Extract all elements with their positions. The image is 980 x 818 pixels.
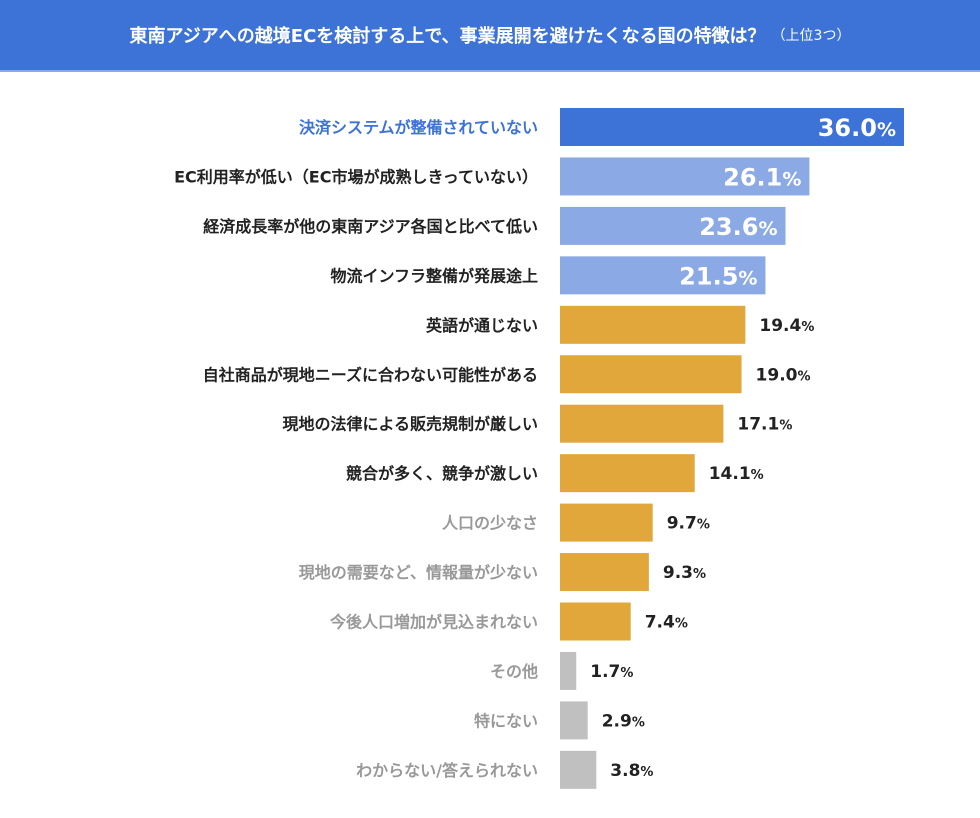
category-label: 特にない	[474, 711, 538, 730]
value-label: 2.9%	[602, 711, 645, 731]
value-label: 1.7%	[590, 662, 633, 682]
value-label: 9.7%	[667, 514, 710, 534]
value-label: 7.4%	[645, 613, 688, 633]
category-label: 今後人口増加が見込まれない	[329, 613, 538, 632]
bar	[560, 503, 653, 542]
category-label: 英語が通じない	[425, 316, 538, 335]
category-label: 経済成長率が他の東南アジア各国と比べて低い	[203, 217, 538, 236]
value-label: 26.1%	[723, 163, 801, 191]
value-label: 17.1%	[737, 415, 792, 435]
category-label: わからない/答えられない	[356, 761, 538, 780]
value-label: 21.5%	[679, 262, 757, 290]
title-text: 東南アジアへの越境ECを検討する上で、事業展開を避けたくなる国の特徴は？	[129, 26, 766, 47]
value-label: 36.0%	[818, 114, 896, 142]
category-label: 現地の法律による販売規制が厳しい	[282, 415, 538, 434]
bar	[560, 701, 588, 740]
value-label: 14.1%	[709, 464, 764, 484]
category-label: EC利用率が低い（EC市場が成熟しきっていない）	[174, 167, 538, 186]
bar	[560, 602, 631, 641]
bar	[560, 305, 746, 344]
chart-title: 東南アジアへの越境ECを検討する上で、事業展開を避けたくなる国の特徴は？ （上位…	[0, 0, 980, 72]
category-label: 人口の少なさ	[442, 514, 538, 533]
category-label: 現地の需要など、情報量が少ない	[299, 563, 538, 582]
bar	[560, 404, 724, 443]
value-label: 23.6%	[699, 213, 777, 241]
bar	[560, 750, 597, 789]
bar	[560, 355, 742, 394]
bar	[560, 108, 904, 146]
value-label: 19.0%	[756, 365, 811, 385]
category-label: 自社商品が現地ニーズに合わない可能性がある	[203, 365, 538, 384]
bar	[560, 553, 649, 592]
bar	[560, 256, 766, 295]
category-label: その他	[490, 662, 538, 681]
category-label: 決済システムが整備されていない	[299, 118, 538, 137]
value-label: 3.8%	[610, 761, 653, 781]
category-label: 競合が多く、競争が激しい	[346, 464, 538, 483]
bar	[560, 454, 695, 493]
value-label: 9.3%	[663, 563, 706, 583]
bar	[560, 651, 577, 690]
value-label: 19.4%	[759, 316, 814, 336]
bar	[560, 206, 786, 245]
category-label: 物流インフラ整備が発展途上	[330, 266, 538, 285]
title-subtitle: （上位3つ）	[771, 28, 851, 44]
bar	[560, 157, 810, 196]
